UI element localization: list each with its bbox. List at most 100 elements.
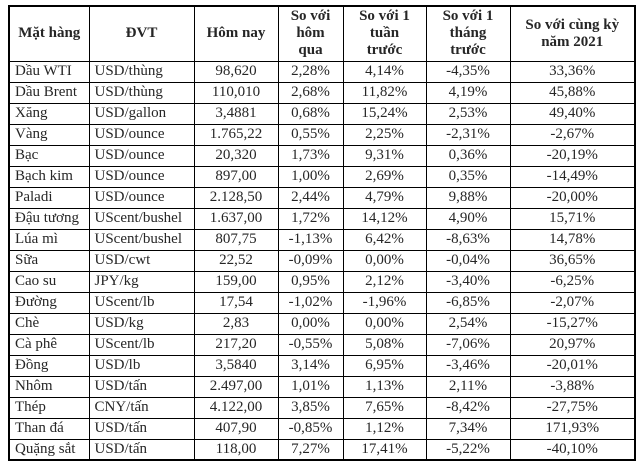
percent-change-cell: -2,31% xyxy=(425,123,511,146)
percent-change-cell: 14,12% xyxy=(342,207,427,230)
commodity-name-cell: Đồng xyxy=(8,354,90,377)
today-price-cell: 22,52 xyxy=(193,249,279,272)
unit-cell: UScent/lb xyxy=(88,333,195,356)
column-header-vs-1-month: So với 1 tháng trước xyxy=(425,5,511,62)
commodity-name-cell: Thép xyxy=(8,396,90,419)
table-row: Cà phê UScent/lb 217,20 -0,55% 5,08% -7,06% 20… xyxy=(8,333,636,356)
today-price-cell: 159,00 xyxy=(193,270,279,293)
percent-change-cell: -0,04% xyxy=(425,249,511,272)
percent-change-cell: 15,71% xyxy=(509,207,636,230)
percent-change-cell: 15,24% xyxy=(342,102,427,125)
percent-change-cell: -5,22% xyxy=(425,438,511,461)
percent-change-cell: -3,40% xyxy=(425,270,511,293)
percent-change-cell: 7,27% xyxy=(277,438,344,461)
unit-cell: CNY/tấn xyxy=(88,396,195,419)
commodity-name-cell: Đường xyxy=(8,291,90,314)
table-row: Nhôm USD/tấn 2.497,00 1,01% 1,13% 2,11% -3,88% xyxy=(8,375,636,398)
unit-cell: JPY/kg xyxy=(88,270,195,293)
commodity-name-cell: Đậu tương xyxy=(8,207,90,230)
table-row: Đồng USD/lb 3,5840 3,14% 6,95% -3,46% -20,01% xyxy=(8,354,636,377)
table-row: Bạch kim USD/ounce 897,00 1,00% 2,69% 0,35% -1… xyxy=(8,165,636,188)
unit-cell: USD/cwt xyxy=(88,249,195,272)
unit-cell: USD/thùng xyxy=(88,60,195,83)
table-row: Sữa USD/cwt 22,52 -0,09% 0,00% -0,04% 36,65% xyxy=(8,249,636,272)
table-row: Dầu Brent USD/thùng 110,010 2,68% 11,82% 4,19… xyxy=(8,81,636,104)
today-price-cell: 17,54 xyxy=(193,291,279,314)
unit-cell: UScent/bushel xyxy=(88,207,195,230)
percent-change-cell: 9,88% xyxy=(425,186,511,209)
table-row: Than đá USD/tấn 407,90 -0,85% 1,12% 7,34% 171,… xyxy=(8,417,636,440)
commodity-name-cell: Xăng xyxy=(8,102,90,125)
percent-change-cell: -2,67% xyxy=(509,123,636,146)
percent-change-cell: 2,68% xyxy=(277,81,344,104)
percent-change-cell: 2,53% xyxy=(425,102,511,125)
percent-change-cell: -3,88% xyxy=(509,375,636,398)
unit-cell: USD/tấn xyxy=(88,417,195,440)
percent-change-cell: 20,97% xyxy=(509,333,636,356)
table-body: Dầu WTI USD/thùng 98,620 2,28% 4,14% -4,35% 33… xyxy=(8,60,636,461)
percent-change-cell: 4,14% xyxy=(342,60,427,83)
percent-change-cell: -1,13% xyxy=(277,228,344,251)
unit-cell: USD/lb xyxy=(88,354,195,377)
percent-change-cell: -6,85% xyxy=(425,291,511,314)
percent-change-cell: 49,40% xyxy=(509,102,636,125)
percent-change-cell: -15,27% xyxy=(509,312,636,335)
percent-change-cell: 3,85% xyxy=(277,396,344,419)
commodity-price-table: Mặt hàng ĐVT Hôm nay So với hôm qua So với 1… xyxy=(8,5,636,461)
percent-change-cell: 4,90% xyxy=(425,207,511,230)
table-row: Dầu WTI USD/thùng 98,620 2,28% 4,14% -4,35% 33… xyxy=(8,60,636,83)
today-price-cell: 3,5840 xyxy=(193,354,279,377)
percent-change-cell: 9,31% xyxy=(342,144,427,167)
unit-cell: UScent/bushel xyxy=(88,228,195,251)
percent-change-cell: 2,44% xyxy=(277,186,344,209)
percent-change-cell: 33,36% xyxy=(509,60,636,83)
column-header-vs-1-week: So với 1 tuần trước xyxy=(342,5,427,62)
table-row: Lúa mì UScent/bushel 807,75 -1,13% 6,42% -8,6… xyxy=(8,228,636,251)
percent-change-cell: 0,00% xyxy=(342,312,427,335)
commodity-name-cell: Paladi xyxy=(8,186,90,209)
today-price-cell: 110,010 xyxy=(193,81,279,104)
today-price-cell: 1.637,00 xyxy=(193,207,279,230)
percent-change-cell: 0,55% xyxy=(277,123,344,146)
percent-change-cell: 14,78% xyxy=(509,228,636,251)
percent-change-cell: 0,00% xyxy=(342,249,427,272)
percent-change-cell: 2,12% xyxy=(342,270,427,293)
today-price-cell: 407,90 xyxy=(193,417,279,440)
column-header-vs-2021: So với cùng kỳ năm 2021 xyxy=(509,5,636,62)
percent-change-cell: -0,55% xyxy=(277,333,344,356)
table-row: Đường UScent/lb 17,54 -1,02% -1,96% -6,85% -2,… xyxy=(8,291,636,314)
table-row: Vàng USD/ounce 1.765,22 0,55% 2,25% -2,31% -2,… xyxy=(8,123,636,146)
percent-change-cell: -20,00% xyxy=(509,186,636,209)
today-price-cell: 2.497,00 xyxy=(193,375,279,398)
percent-change-cell: -27,75% xyxy=(509,396,636,419)
percent-change-cell: 45,88% xyxy=(509,81,636,104)
column-header-today: Hôm nay xyxy=(193,5,279,62)
commodity-name-cell: Cà phê xyxy=(8,333,90,356)
percent-change-cell: -8,42% xyxy=(425,396,511,419)
commodity-name-cell: Dầu Brent xyxy=(8,81,90,104)
percent-change-cell: 11,82% xyxy=(342,81,427,104)
percent-change-cell: 0,95% xyxy=(277,270,344,293)
header-row: Mặt hàng ĐVT Hôm nay So với hôm qua So với 1… xyxy=(8,5,636,62)
percent-change-cell: -1,02% xyxy=(277,291,344,314)
percent-change-cell: -3,46% xyxy=(425,354,511,377)
percent-change-cell: 2,69% xyxy=(342,165,427,188)
commodity-name-cell: Sữa xyxy=(8,249,90,272)
column-header-unit: ĐVT xyxy=(88,5,195,62)
percent-change-cell: 0,35% xyxy=(425,165,511,188)
percent-change-cell: 1,12% xyxy=(342,417,427,440)
unit-cell: USD/gallon xyxy=(88,102,195,125)
percent-change-cell: -4,35% xyxy=(425,60,511,83)
commodity-name-cell: Than đá xyxy=(8,417,90,440)
percent-change-cell: -20,01% xyxy=(509,354,636,377)
table-row: Cao su JPY/kg 159,00 0,95% 2,12% -3,40% -6,25% xyxy=(8,270,636,293)
today-price-cell: 3,4881 xyxy=(193,102,279,125)
percent-change-cell: 6,95% xyxy=(342,354,427,377)
percent-change-cell: -8,63% xyxy=(425,228,511,251)
table-row: Paladi USD/ounce 2.128,50 2,44% 4,79% 9,88% -2… xyxy=(8,186,636,209)
unit-cell: USD/ounce xyxy=(88,165,195,188)
commodity-name-cell: Dầu WTI xyxy=(8,60,90,83)
table-row: Chè USD/kg 2,83 0,00% 0,00% 2,54% -15,27% xyxy=(8,312,636,335)
today-price-cell: 217,20 xyxy=(193,333,279,356)
